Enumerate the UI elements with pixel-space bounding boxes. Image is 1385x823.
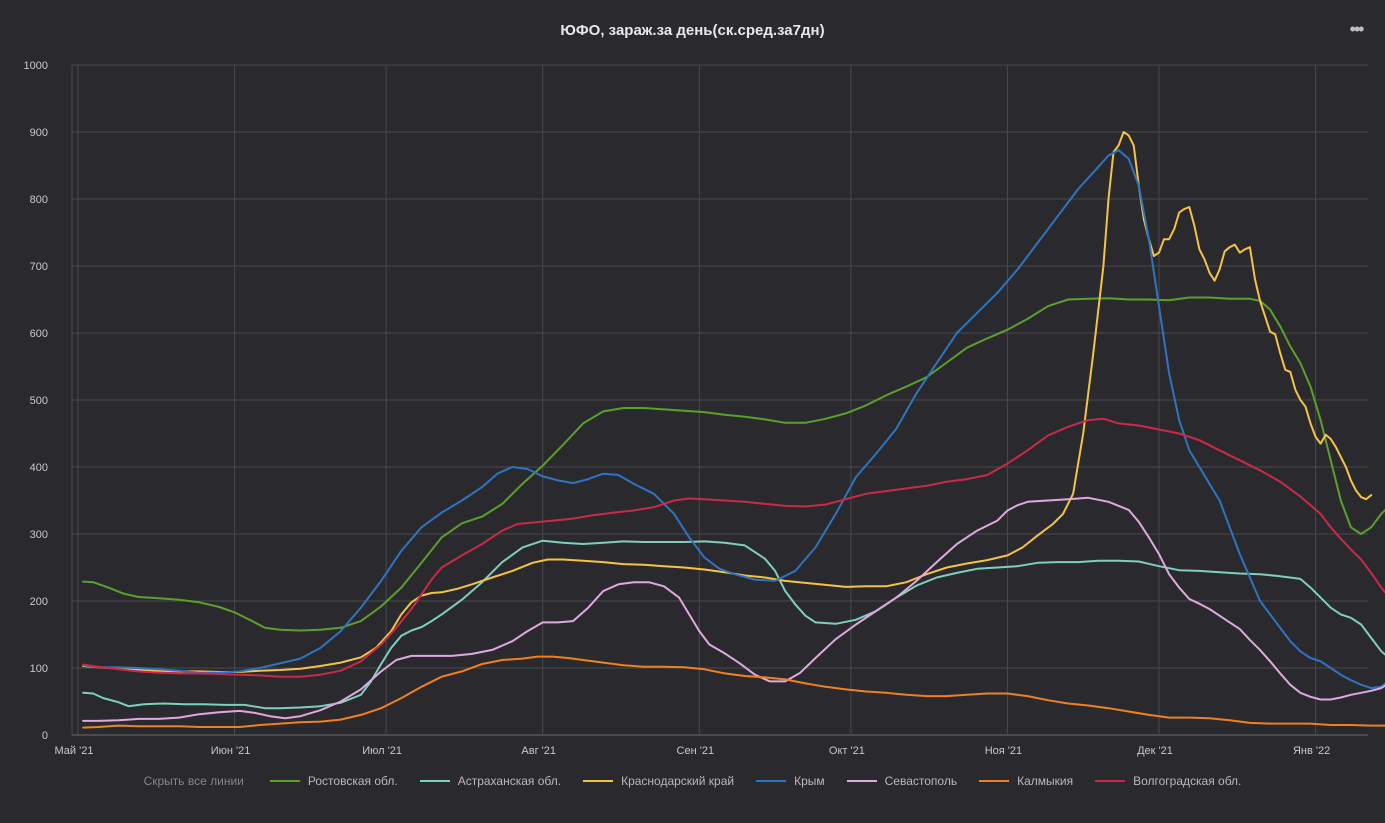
y-tick-label: 1000: [24, 60, 48, 72]
series-line-1: [82, 296, 1385, 632]
legend-label: Крым: [794, 774, 825, 788]
line-chart: 0 100 200 300 400 500 600 700 800 900 1000 Май '21 И…: [24, 60, 1385, 757]
legend-item-2[interactable]: Астраханская обл.: [419, 774, 562, 788]
legend-item-3[interactable]: Краснодарский край: [583, 774, 734, 788]
legend-label: Краснодарский край: [621, 774, 735, 788]
y-tick-label: 400: [30, 462, 48, 474]
chart-legend: Скрыть все линии Ростовская обл. Астрахан…: [0, 774, 1385, 788]
x-tick-label: Сен '21: [677, 745, 715, 757]
legend-swatch: [846, 780, 877, 782]
y-tick-label: 100: [30, 663, 48, 675]
series-line-2: [82, 539, 1385, 710]
x-tick-label: Янв '22: [1293, 745, 1330, 757]
legend-item-1[interactable]: Ростовская обл.: [269, 774, 398, 788]
x-tick-label: Май '21: [55, 745, 94, 757]
legend-label: Калмыкия: [1017, 774, 1074, 788]
legend-item-7[interactable]: Волгоградская обл.: [1095, 774, 1241, 788]
y-tick-label: 900: [30, 127, 48, 139]
x-tick-label: Июл '21: [362, 745, 402, 757]
y-tick-label: 500: [30, 395, 48, 407]
series-line-3: [82, 131, 1373, 673]
y-tick-label: 200: [30, 596, 48, 608]
series-line-6: [82, 655, 1385, 729]
y-tick-label: 300: [30, 529, 48, 541]
legend-swatch: [756, 780, 787, 782]
series-line-4: [82, 149, 1385, 690]
y-tick-label: 700: [30, 261, 48, 273]
x-tick-label: Дек '21: [1137, 745, 1173, 757]
legend-label: Астраханская обл.: [457, 774, 562, 788]
legend-label: Ростовская обл.: [307, 774, 398, 788]
legend-label: Севастополь: [884, 774, 958, 788]
series-line-5: [82, 496, 1385, 722]
chart-title: ЮФО, зараж.за день(ск.сред.за7дн): [560, 22, 825, 39]
hide-all-lines-button[interactable]: Скрыть все линии: [143, 774, 244, 788]
more-options-icon[interactable]: •••: [1349, 19, 1365, 39]
legend-item-4[interactable]: Крым: [756, 774, 825, 788]
legend-label: Волгоградская обл.: [1133, 774, 1242, 788]
y-tick-label: 600: [30, 328, 48, 340]
legend-swatch: [979, 780, 1010, 782]
y-tick-label: 800: [30, 194, 48, 206]
x-tick-label: Авг '21: [521, 745, 556, 757]
legend-item-5[interactable]: Севастополь: [846, 774, 958, 788]
legend-swatch: [419, 780, 450, 782]
legend-swatch: [583, 780, 614, 782]
legend-item-6[interactable]: Калмыкия: [979, 774, 1073, 788]
legend-swatch: [269, 780, 300, 782]
legend-swatch: [1095, 780, 1126, 782]
x-tick-label: Окт '21: [829, 745, 865, 757]
x-tick-label: Июн '21: [211, 745, 251, 757]
x-tick-label: Ноя '21: [985, 745, 1022, 757]
series-line-7: [82, 417, 1385, 678]
y-tick-label: 0: [42, 730, 48, 742]
